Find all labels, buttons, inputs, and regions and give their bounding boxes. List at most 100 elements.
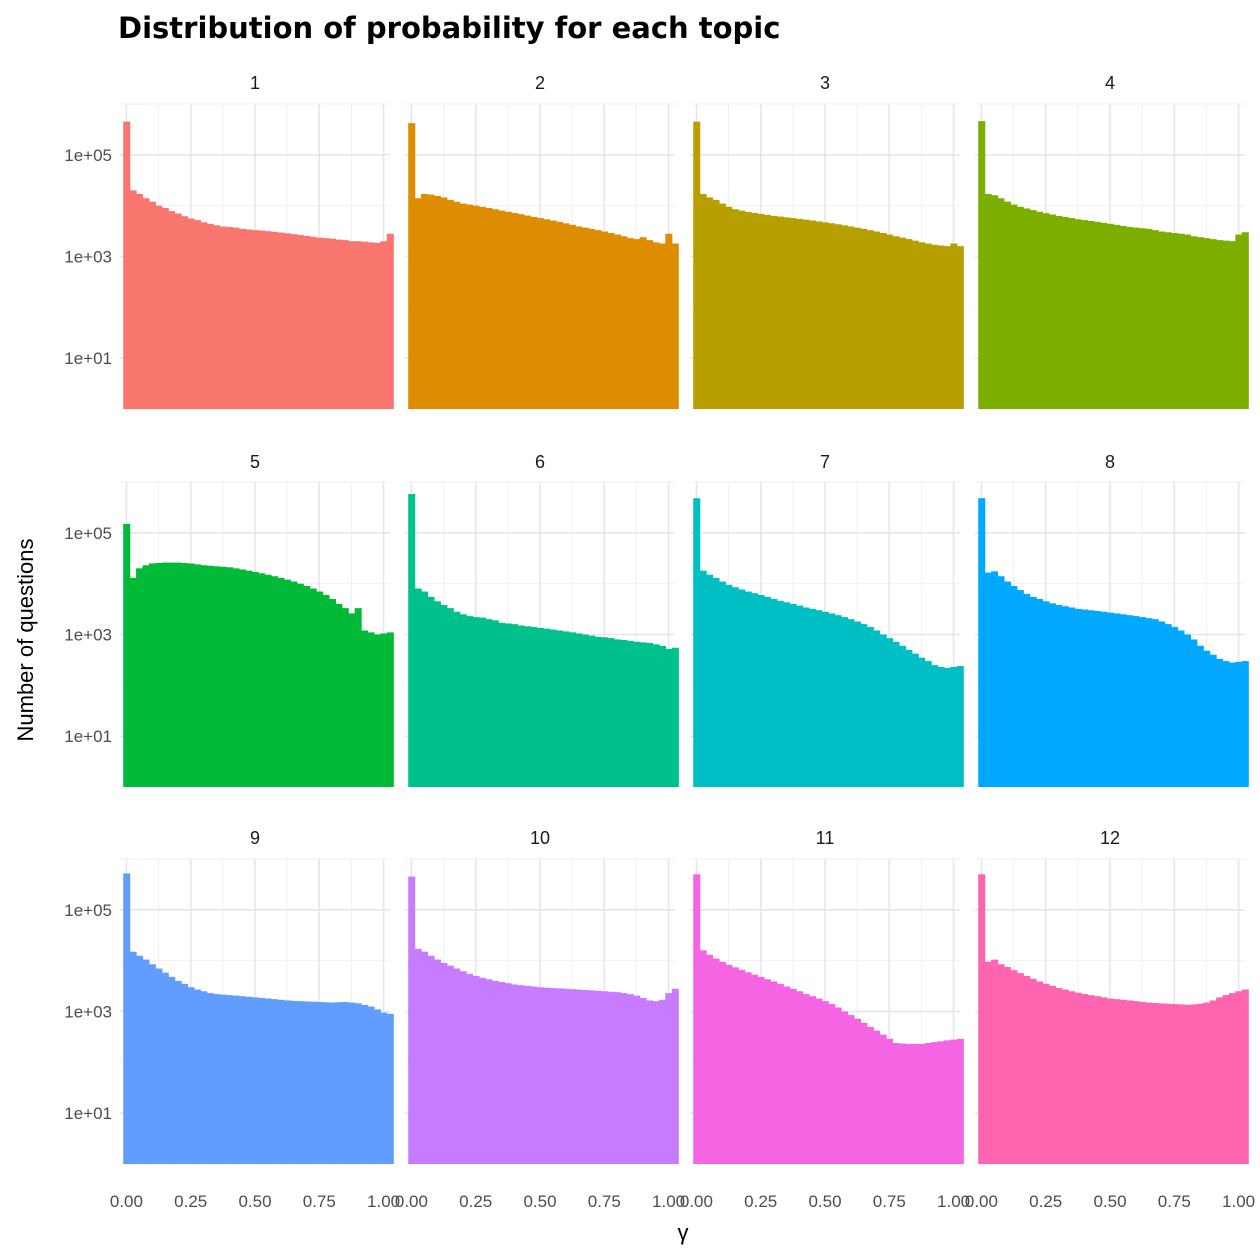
histogram-bar (620, 639, 628, 787)
histogram-bar (136, 193, 144, 409)
histogram-bar (226, 995, 234, 1164)
histogram-bar (504, 983, 512, 1164)
histogram-bar (834, 224, 842, 409)
histogram-bar (1010, 970, 1018, 1164)
histogram-bar (671, 988, 679, 1164)
histogram-bar (1113, 999, 1121, 1164)
histogram-bar (478, 617, 486, 787)
histogram-bar (271, 576, 279, 787)
histogram-bar (808, 220, 816, 409)
histogram-bar (671, 243, 679, 409)
histogram-bar (446, 199, 454, 409)
histogram-bar (335, 1002, 343, 1164)
y-tick-label: 1e+03 (64, 1003, 112, 1022)
histogram-bar (123, 873, 131, 1164)
facet-label: 5 (250, 452, 260, 472)
x-tick-label: 0.50 (238, 1192, 271, 1211)
histogram-bar (1081, 609, 1089, 787)
histogram-bar (303, 1001, 311, 1164)
histogram-bar (341, 1001, 349, 1164)
histogram-bar (866, 1026, 874, 1164)
histogram-bar (1113, 613, 1121, 787)
histogram-bar (652, 242, 660, 409)
histogram-bar (943, 667, 951, 787)
histogram-bar (491, 209, 499, 409)
histogram-bar (200, 565, 208, 787)
histogram-bar (776, 600, 784, 787)
histogram-bar (693, 874, 701, 1164)
histogram-bar (348, 1002, 356, 1164)
histogram-bar (523, 626, 531, 787)
histogram-bar (562, 988, 570, 1164)
histogram-bar (931, 1042, 939, 1164)
histogram-bar (459, 203, 467, 409)
histogram-bar (757, 594, 765, 787)
histogram-bar (633, 641, 641, 787)
histogram-bar (665, 233, 673, 409)
histogram-bar (950, 243, 958, 409)
histogram-bar (898, 645, 906, 787)
histogram-bar (421, 951, 429, 1164)
histogram-bar (1068, 218, 1076, 409)
histogram-bar (433, 959, 441, 1164)
histogram-bar (568, 224, 576, 409)
x-tick-label: 0.00 (395, 1192, 428, 1211)
histogram-bar (646, 643, 654, 787)
histogram-bar (348, 241, 356, 409)
histogram-bar (763, 596, 771, 787)
x-tick-label: 0.25 (1029, 1192, 1062, 1211)
histogram-bar (427, 596, 435, 787)
facet-label: 9 (250, 828, 260, 848)
histogram-bar (956, 1038, 964, 1164)
histogram-bar (232, 568, 240, 787)
histogram-bar (937, 1041, 945, 1164)
histogram-bar (511, 212, 519, 409)
histogram-bar (1126, 615, 1134, 787)
histogram-bar (498, 622, 506, 787)
histogram-bar (258, 573, 266, 787)
facet-panel-6: 6 (405, 452, 679, 788)
histogram-bar (581, 989, 589, 1164)
histogram-bar (1158, 621, 1166, 787)
histogram-bar (142, 959, 150, 1164)
histogram-bar (1138, 1001, 1146, 1164)
histogram-bar (613, 639, 621, 787)
histogram-bar (1171, 1004, 1179, 1164)
histogram-bar (373, 242, 381, 409)
histogram-bar (744, 212, 752, 409)
histogram-bar (943, 246, 951, 409)
x-tick-label: 1.00 (367, 1192, 400, 1211)
histogram-bar (1235, 234, 1243, 409)
histogram-bar (1216, 240, 1224, 409)
histogram-bar (316, 591, 324, 787)
histogram-bar (530, 627, 538, 787)
histogram-bar (1126, 1000, 1134, 1164)
histogram-bar (361, 630, 369, 787)
histogram-bar (433, 601, 441, 787)
histogram-bar (206, 993, 214, 1164)
histogram-bar (841, 1011, 849, 1164)
histogram-bar (911, 653, 919, 787)
histogram-bar (367, 242, 375, 409)
histogram-bar (549, 629, 557, 787)
histogram-bar (802, 607, 810, 787)
histogram-bar (498, 210, 506, 409)
histogram-bar (802, 219, 810, 409)
histogram-bar (581, 227, 589, 409)
histogram-bar (738, 969, 746, 1164)
histogram-bar (1216, 658, 1224, 787)
histogram-bar (271, 231, 279, 409)
histogram-bar (1209, 1000, 1217, 1164)
x-tick-label: 1.00 (937, 1192, 970, 1211)
histogram-bar (639, 237, 647, 409)
histogram-bar (123, 523, 131, 787)
histogram-bar (665, 993, 673, 1164)
histogram-bar (238, 569, 246, 787)
histogram-bar (1209, 654, 1217, 787)
histogram-bar (1010, 204, 1018, 409)
histogram-bar (1177, 1004, 1185, 1164)
histogram-bar (530, 216, 538, 409)
facet-panel-10: 10 0.00 0.25 0.50 0.75 1.00 (395, 828, 685, 1211)
x-tick-label: 0.00 (965, 1192, 998, 1211)
histogram-bar (731, 967, 739, 1164)
